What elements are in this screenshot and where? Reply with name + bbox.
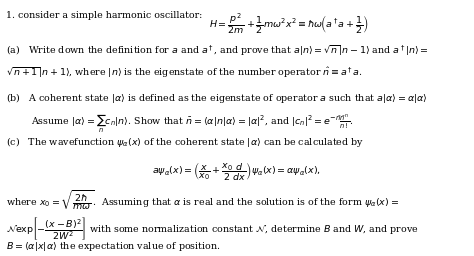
Text: $\sqrt{n+1}|n+1\rangle$, where $|n\rangle$ is the eigenstate of the number opera: $\sqrt{n+1}|n+1\rangle$, where $|n\rangl… xyxy=(6,65,363,80)
Text: 1. consider a simple harmonic oscillator:: 1. consider a simple harmonic oscillator… xyxy=(6,11,202,20)
Text: $H = \dfrac{p^2}{2m} + \dfrac{1}{2}m\omega^2 x^2 \equiv \hbar\omega\!\left(a^\da: $H = \dfrac{p^2}{2m} + \dfrac{1}{2}m\ome… xyxy=(209,11,368,36)
Text: $a\psi_\alpha(x) = \left(\dfrac{x}{x_0} + \dfrac{x_0}{2}\dfrac{d}{dx}\right)\psi: $a\psi_\alpha(x) = \left(\dfrac{x}{x_0} … xyxy=(153,160,321,182)
Text: (c)   The wavefunction $\psi_\alpha(x)$ of the coherent state $|\alpha\rangle$ c: (c) The wavefunction $\psi_\alpha(x)$ of… xyxy=(6,135,364,149)
Text: Assume $|\alpha\rangle = \sum_n c_n|n\rangle$. Show that $\bar{n} = \langle\alph: Assume $|\alpha\rangle = \sum_n c_n|n\ra… xyxy=(31,113,353,135)
Text: $B = \langle\alpha|x|\alpha\rangle$ the expectation value of position.: $B = \langle\alpha|x|\alpha\rangle$ the … xyxy=(6,240,220,253)
Text: where $x_0 = \sqrt{\dfrac{2\hbar}{m\omega}}$.  Assuming that $\alpha$ is real an: where $x_0 = \sqrt{\dfrac{2\hbar}{m\omeg… xyxy=(6,189,399,212)
Text: (a)   Write down the definition for $a$ and $a^\dagger$, and prove that $a|n\ran: (a) Write down the definition for $a$ an… xyxy=(6,44,428,58)
Text: $\mathcal{N}\exp\!\left[-\dfrac{(x-B)^2}{2W^2}\right]$ with some normalization c: $\mathcal{N}\exp\!\left[-\dfrac{(x-B)^2}… xyxy=(6,215,419,241)
Text: (b)   A coherent state $|\alpha\rangle$ is defined as the eigenstate of operator: (b) A coherent state $|\alpha\rangle$ is… xyxy=(6,91,428,105)
